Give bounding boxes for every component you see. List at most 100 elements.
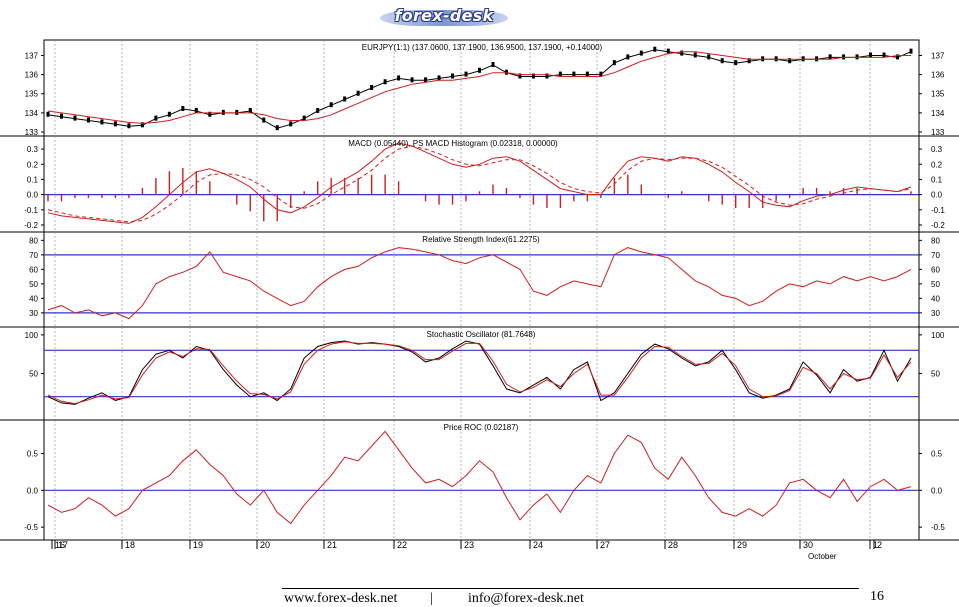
price-candle — [410, 77, 414, 83]
series-stochastic-1 — [47, 341, 912, 405]
y-tick-left: 80 — [29, 236, 38, 245]
price-candle — [289, 121, 293, 127]
x-tick-label: 20 — [260, 540, 270, 550]
footer-website[interactable]: www.forex-desk.net — [284, 591, 398, 606]
price-candle — [154, 115, 158, 121]
price-candle — [639, 50, 643, 56]
price-candle — [248, 107, 252, 113]
panel-title-macd: MACD (0.05440), PS MACD Histogram (0.023… — [348, 139, 558, 148]
logo-text: forex-desk — [394, 6, 494, 25]
price-candle — [397, 75, 401, 81]
y-tick-left: 137 — [25, 51, 39, 60]
y-tick-right: 133 — [931, 128, 945, 137]
y-tick-right: 0.0 — [931, 486, 943, 495]
price-candle — [531, 73, 535, 79]
y-tick-right: 60 — [931, 265, 940, 274]
y-tick-right: 136 — [931, 71, 945, 80]
price-candle — [181, 106, 185, 112]
price-candle — [896, 54, 900, 60]
y-tick-left: 40 — [29, 294, 38, 303]
y-tick-right: 40 — [931, 294, 940, 303]
price-candle — [693, 52, 697, 58]
y-tick-left: -0.1 — [24, 206, 38, 215]
price-candle — [666, 48, 670, 54]
forex-desk-logo: forex-desk — [380, 4, 508, 28]
y-tick-right: -0.2 — [931, 221, 945, 230]
y-tick-left: 30 — [29, 309, 38, 318]
y-tick-left: 134 — [25, 109, 39, 118]
y-tick-left: 70 — [29, 251, 38, 260]
price-candle — [86, 117, 90, 123]
x-tick-label: 29 — [737, 540, 747, 550]
y-tick-right: 137 — [931, 51, 945, 60]
y-tick-left: 0.5 — [27, 449, 39, 458]
plot-frame — [43, 39, 920, 541]
price-candle — [127, 123, 131, 129]
price-candle — [329, 102, 333, 108]
y-tick-right: 0.2 — [931, 160, 943, 169]
price-candle — [720, 58, 724, 64]
price-candle — [316, 107, 320, 113]
price-candle — [235, 109, 239, 115]
y-tick-left: 50 — [29, 370, 38, 379]
series-macd-0 — [47, 142, 912, 224]
price-candle — [653, 46, 657, 52]
price-candle — [194, 107, 198, 113]
panel-price: 137 137 136 136 135 135 134 134 133 133 EURJPY(1:1… — [25, 40, 945, 137]
x-tick-label: 28 — [668, 540, 678, 550]
panel-stochastic: 100 100 50 50 Stochastic Oscillator (81.7648… — [0, 326, 959, 420]
price-candle — [585, 71, 589, 77]
x-tick-label: 17 — [58, 540, 68, 550]
x-tick-label: 2 — [877, 540, 882, 550]
x-axis-month-label: October — [808, 552, 837, 561]
price-candle — [100, 119, 104, 125]
y-tick-right: -0.5 — [931, 523, 945, 532]
logo-swoosh — [380, 10, 508, 26]
price-candle — [140, 122, 144, 128]
price-candle — [275, 125, 279, 131]
price-candle — [59, 113, 63, 119]
price-candle — [842, 54, 846, 60]
footer-divider — [282, 588, 859, 589]
y-tick-left: 50 — [29, 280, 38, 289]
price-candle — [869, 52, 873, 58]
footer-email[interactable]: info@forex-desk.net — [468, 591, 584, 606]
y-tick-right: 50 — [931, 280, 940, 289]
y-tick-left: -0.5 — [24, 523, 38, 532]
price-candle — [680, 50, 684, 56]
price-candle — [572, 71, 576, 77]
x-tick-label: 23 — [464, 540, 474, 550]
price-candle — [612, 60, 616, 66]
price-candle — [734, 60, 738, 66]
panel-roc: 0.5 0.5 0.0 0.0 -0.5 -0.5 Price ROC (0.02187) — [0, 419, 959, 540]
price-candle — [46, 111, 50, 117]
panel-title-rsi: Relative Strength Index(61.2275) — [422, 235, 540, 244]
y-tick-left: 0.2 — [27, 160, 39, 169]
price-candle — [626, 54, 630, 60]
price-candle — [262, 117, 266, 123]
price-candle — [504, 69, 508, 75]
panel-title-stochastic: Stochastic Oscillator (81.7648) — [427, 330, 536, 339]
price-candle — [882, 52, 886, 58]
y-tick-left: 0.3 — [27, 145, 39, 154]
x-tick-label: 19 — [193, 540, 203, 550]
price-candle — [747, 58, 751, 64]
price-candle — [424, 77, 428, 83]
x-tick-label: 18 — [125, 540, 135, 550]
price-candle — [828, 54, 832, 60]
y-tick-left: 133 — [25, 128, 39, 137]
price-candle — [208, 111, 212, 117]
x-tick-label: 21 — [327, 540, 337, 550]
technical-analysis-chart: 137 137 136 136 135 135 134 134 133 133 EURJPY(1:1… — [0, 39, 959, 561]
price-candle — [491, 62, 495, 68]
x-tick-label: 24 — [533, 540, 543, 550]
y-tick-left: 135 — [25, 90, 39, 99]
y-tick-left: 0.1 — [27, 175, 39, 184]
series-macd-1 — [47, 145, 912, 223]
series-price-0 — [47, 49, 912, 129]
y-tick-right: 30 — [931, 309, 940, 318]
price-candle — [451, 73, 455, 79]
page-number: 16 — [870, 589, 884, 604]
price-candle — [855, 54, 859, 60]
